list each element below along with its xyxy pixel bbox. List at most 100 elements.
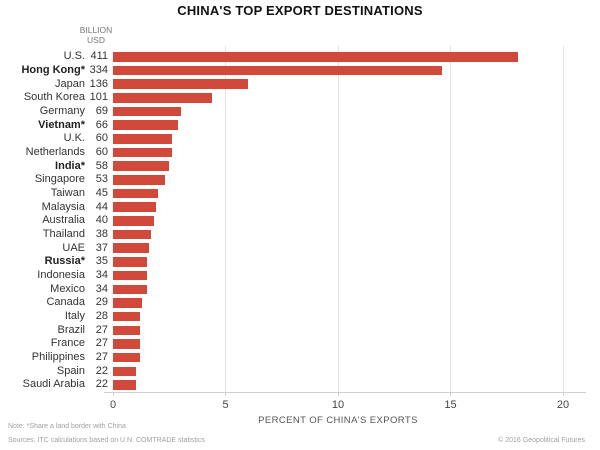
chart-row: Saudi Arabia 22 [0,378,600,392]
chart-row: Brazil 27 [0,323,600,337]
billion-usd-value: 69 [95,105,108,118]
billion-usd-value: 22 [95,364,108,377]
country-label: Thailand [42,228,85,241]
x-tick-mark [225,392,226,396]
percent-bar [113,380,136,390]
x-tick-label: 15 [444,399,457,411]
country-label: Spain [56,364,85,377]
percent-bar [113,93,212,103]
x-tick-mark [112,392,114,396]
billion-usd-value: 27 [95,337,108,350]
billion-usd-value: 28 [95,310,108,323]
chart-row: Indonesia 34 [0,269,600,283]
percent-bar [113,161,170,171]
chart-row: India* 58 [0,159,600,173]
billion-usd-value: 45 [95,187,108,200]
gridline-20 [562,46,564,392]
country-label: Hong Kong* [21,64,85,76]
country-label: Vietnam* [38,118,85,131]
value-column-header-line1: BILLION [79,25,113,35]
chart-row: Thailand 38 [0,228,600,242]
x-tick-mark [337,392,339,396]
billion-usd-value: 101 [89,91,108,104]
billion-usd-value: 53 [95,173,108,186]
percent-bar [113,325,140,336]
x-tick-label: 5 [222,399,229,411]
chart-row: South Korea 101 [0,91,600,105]
percent-bar [113,134,172,144]
chart-row: U.S. 411 [0,50,600,64]
percent-bar [113,366,136,377]
country-label: Netherlands [25,146,85,159]
chart-row: Australia 40 [0,214,600,228]
percent-bar [113,65,442,76]
sources-note: Sources: ITC calculations based on U.N. … [8,437,205,444]
chart-row: Spain 22 [0,364,600,378]
billion-usd-value: 60 [95,146,108,159]
chart-row: Japan 136 [0,77,600,91]
billion-usd-value: 334 [89,64,108,76]
country-label: Australia [42,214,85,227]
footnote: Note: *Share a land border with China [8,423,126,430]
percent-bar [113,339,140,349]
percent-bar [113,106,181,117]
gridline-10 [337,46,339,392]
chart-title: CHINA'S TOP EXPORT DESTINATIONS [177,3,423,18]
percent-bar [113,270,147,281]
chart-row: Vietnam* 66 [0,118,600,132]
billion-usd-value: 34 [95,269,108,282]
country-label: Philippines [31,351,85,364]
billion-usd-value: 411 [90,50,108,63]
x-tick-label: 10 [331,399,345,411]
chart-row: Mexico 34 [0,282,600,296]
billion-usd-value: 44 [95,200,108,213]
billion-usd-value: 38 [95,228,108,241]
billion-usd-value: 136 [89,77,108,90]
country-label: Brazil [57,323,85,336]
chart-row: Malaysia 44 [0,200,600,214]
chart-row: U.K. 60 [0,132,600,146]
country-label: Japan [55,77,85,90]
country-label: Germany [39,105,85,118]
billion-usd-value: 60 [95,132,108,145]
country-label: U.K. [63,132,85,145]
bar-rows: U.S. 411 Hong Kong* 334 Japan 136 South Korea 1… [0,50,600,392]
percent-bar [113,188,158,199]
chart-row: Taiwan 45 [0,187,600,201]
value-column-header: BILLION USD [68,25,124,45]
billion-usd-value: 29 [95,296,108,309]
x-axis-title: PERCENT OF CHINA'S EXPORTS [258,415,418,426]
plot-gridlines [113,46,564,392]
percent-bar [113,352,140,363]
billion-usd-value: 27 [95,351,108,364]
percent-bar [113,243,149,253]
billion-usd-value: 27 [95,323,108,336]
country-label: Singapore [34,173,85,186]
chart-row: Hong Kong* 334 [0,64,600,78]
percent-bar [113,229,152,240]
chart-row: Philippines 27 [0,351,600,365]
billion-usd-value: 40 [95,214,108,227]
country-label: Indonesia [37,269,85,282]
chart-row: Canada 29 [0,296,600,310]
x-axis-line [104,392,586,393]
country-label: U.S. [63,50,85,63]
billion-usd-value: 58 [95,159,108,172]
country-label: France [50,337,85,350]
chart-row: Singapore 53 [0,173,600,187]
x-tick-mark [450,392,451,396]
x-tick-mark [562,392,564,396]
copyright-note: © 2016 Geopolitical Futures [498,437,585,444]
percent-bar [113,147,172,158]
chart-row: Germany 69 [0,105,600,119]
billion-usd-value: 35 [95,255,108,268]
x-tick-label: 20 [556,399,570,411]
country-label: Saudi Arabia [22,378,85,391]
billion-usd-value: 37 [95,241,108,254]
percent-bar [113,298,143,308]
x-tick-label: 0 [109,399,117,411]
value-column-header-line2: USD [87,35,105,45]
percent-bar [113,52,518,62]
percent-bar [113,120,179,130]
percent-bar [113,216,154,226]
